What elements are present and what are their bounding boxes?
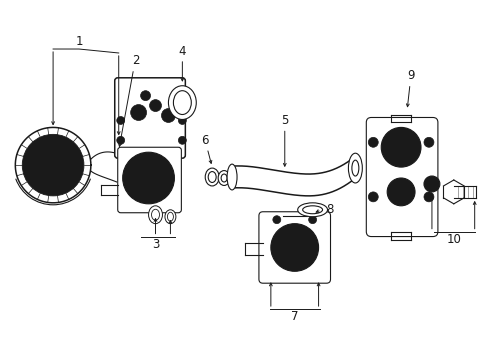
Ellipse shape — [208, 172, 216, 183]
Ellipse shape — [165, 210, 176, 224]
Circle shape — [428, 180, 436, 188]
Circle shape — [271, 224, 318, 271]
Circle shape — [131, 105, 147, 121]
Circle shape — [368, 137, 378, 147]
Circle shape — [63, 152, 70, 159]
Text: 10: 10 — [446, 233, 461, 246]
Circle shape — [309, 216, 317, 224]
Ellipse shape — [221, 174, 227, 182]
Text: 4: 4 — [179, 45, 186, 58]
Circle shape — [280, 233, 310, 262]
Ellipse shape — [227, 164, 237, 190]
Circle shape — [162, 109, 175, 122]
Circle shape — [48, 160, 58, 170]
Ellipse shape — [169, 86, 196, 120]
Circle shape — [368, 192, 378, 202]
Text: 5: 5 — [281, 114, 289, 127]
Text: 9: 9 — [407, 69, 415, 82]
Ellipse shape — [173, 91, 191, 114]
Circle shape — [389, 135, 413, 159]
Text: 1: 1 — [75, 35, 83, 48]
Circle shape — [117, 136, 124, 144]
Circle shape — [22, 134, 84, 196]
Circle shape — [381, 127, 421, 167]
Circle shape — [424, 192, 434, 202]
Text: 2: 2 — [132, 54, 139, 67]
FancyBboxPatch shape — [115, 78, 185, 158]
Circle shape — [424, 137, 434, 147]
Circle shape — [131, 160, 167, 196]
Circle shape — [149, 100, 162, 112]
Circle shape — [424, 176, 440, 192]
Circle shape — [273, 216, 281, 224]
Ellipse shape — [348, 153, 362, 183]
Ellipse shape — [151, 209, 159, 220]
Circle shape — [43, 155, 63, 175]
Text: 8: 8 — [326, 203, 333, 216]
Circle shape — [178, 117, 186, 125]
Circle shape — [117, 117, 124, 125]
Text: 3: 3 — [152, 238, 159, 251]
Circle shape — [33, 162, 40, 168]
Ellipse shape — [218, 171, 230, 185]
FancyBboxPatch shape — [367, 117, 438, 237]
Circle shape — [393, 184, 409, 200]
Circle shape — [30, 142, 76, 188]
Ellipse shape — [148, 206, 163, 224]
Circle shape — [45, 145, 51, 153]
Ellipse shape — [168, 212, 173, 221]
Text: 7: 7 — [291, 310, 298, 323]
Ellipse shape — [303, 206, 322, 214]
Ellipse shape — [205, 168, 219, 186]
Circle shape — [141, 91, 150, 100]
FancyBboxPatch shape — [118, 147, 181, 213]
Circle shape — [387, 178, 415, 206]
Ellipse shape — [298, 203, 327, 217]
Circle shape — [178, 136, 186, 144]
Circle shape — [45, 178, 51, 185]
FancyBboxPatch shape — [259, 212, 331, 283]
Circle shape — [122, 152, 174, 204]
Ellipse shape — [352, 160, 359, 176]
Text: 6: 6 — [201, 134, 209, 147]
Circle shape — [139, 168, 158, 188]
Circle shape — [63, 172, 70, 179]
